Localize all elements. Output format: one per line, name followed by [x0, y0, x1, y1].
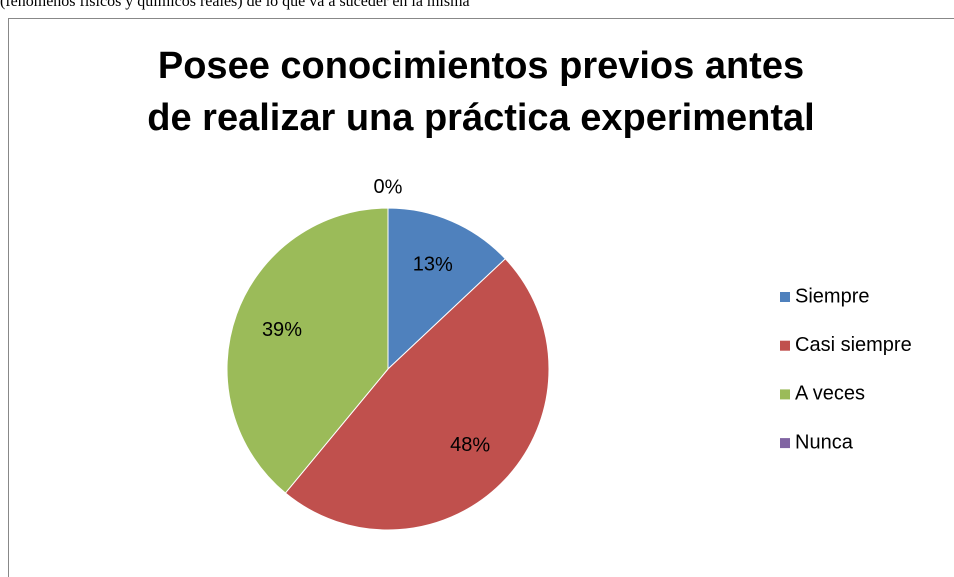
- data-label: 0%: [374, 176, 403, 198]
- pie-slice: [226, 207, 389, 494]
- pie-slice: [284, 258, 550, 531]
- data-label-value: 13: [413, 254, 435, 276]
- data-label: 48%: [450, 434, 490, 456]
- data-label-value: 48: [450, 434, 472, 456]
- data-label: 13%: [413, 254, 453, 276]
- legend-label: A veces: [795, 383, 865, 405]
- legend-label: Casi siempre: [795, 334, 912, 356]
- cut-off-text: (fenómenos físicos y químicos reales) de…: [0, 0, 470, 10]
- legend-label: Siempre: [795, 285, 869, 307]
- legend-swatch: [780, 292, 790, 302]
- pie-slice: [387, 207, 507, 371]
- data-label-value: 0: [374, 176, 385, 198]
- legend-label: Nunca: [795, 431, 854, 453]
- data-label-value: 39: [262, 319, 284, 341]
- legend-swatch: [780, 389, 790, 400]
- legend-swatch: [780, 438, 790, 449]
- data-label: 39%: [262, 319, 302, 341]
- chart-title: Posee conocimientos previos antes de rea…: [147, 45, 815, 139]
- legend-swatch: [780, 340, 790, 351]
